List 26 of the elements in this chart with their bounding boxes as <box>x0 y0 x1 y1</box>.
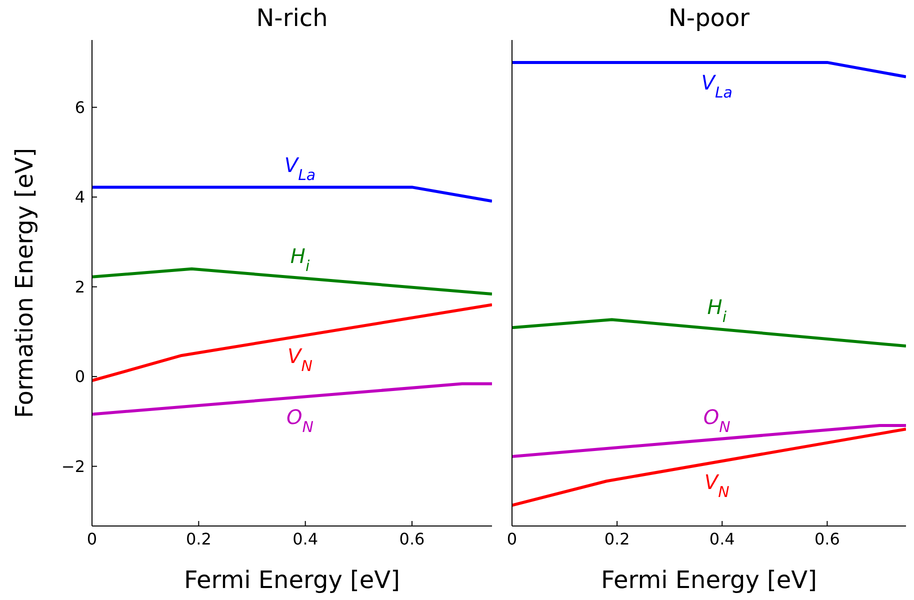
series-label: V$_{N}$ <box>288 344 312 376</box>
y-tick-label: 0 <box>74 367 85 386</box>
x-tick-label: 0.4 <box>292 529 318 548</box>
series-label: H$_{i}$ <box>707 296 728 326</box>
chart-title: N-poor <box>667 4 751 32</box>
y-tick-label: −2 <box>61 456 85 476</box>
chart-title: N-rich <box>255 4 329 32</box>
series-label: O$_{N}$ <box>703 406 730 436</box>
y-tick-label: 2 <box>74 277 85 296</box>
x-tick-label: 0.6 <box>814 529 840 548</box>
y-tick-label: 4 <box>74 188 85 207</box>
x-axis-title: Fermi Energy [eV] <box>601 566 817 594</box>
series-label: V$_{La}$ <box>701 70 733 102</box>
y-axis-title: Formation Energy [eV] <box>10 148 39 418</box>
series-label: V$_{La}$ <box>284 154 316 184</box>
series-label: O$_{N}$ <box>286 406 314 436</box>
y-tick-label: 6 <box>74 98 85 117</box>
series-label: V$_{N}$ <box>704 470 730 502</box>
x-tick-label: 0.6 <box>399 529 425 548</box>
x-tick-label: 0 <box>86 529 98 548</box>
series-label: H$_{i}$ <box>290 244 310 276</box>
x-tick-label: 0.2 <box>604 529 630 548</box>
x-axis-title: Fermi Energy [eV] <box>184 566 400 594</box>
x-tick-label: 0 <box>506 529 518 548</box>
x-tick-label: 0.4 <box>709 529 735 548</box>
x-tick-label: 0.2 <box>186 529 212 548</box>
